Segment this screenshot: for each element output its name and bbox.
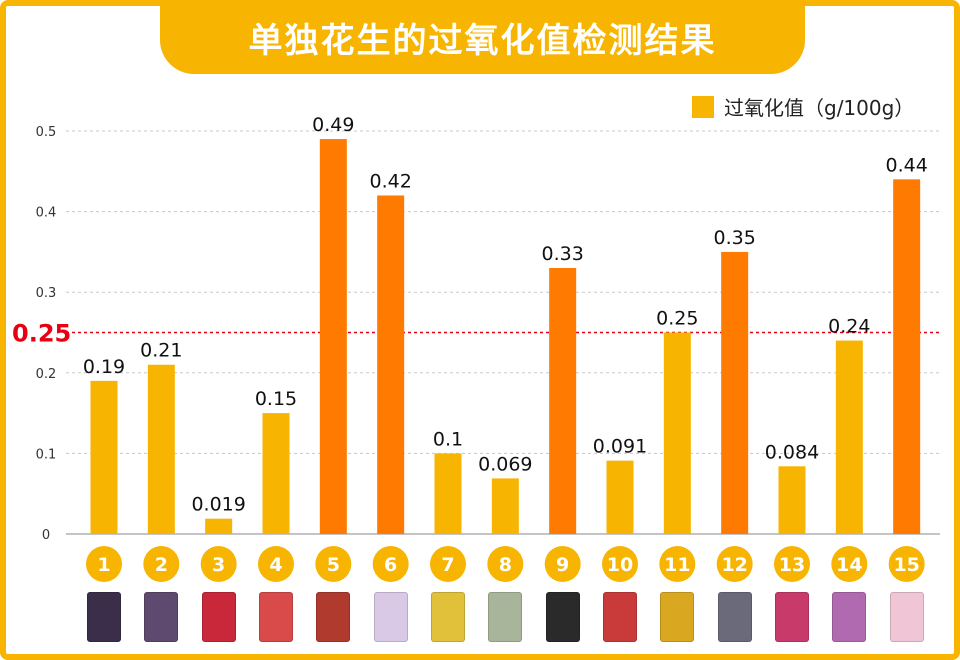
data-label: 0.084 — [765, 441, 819, 463]
bar — [147, 364, 175, 534]
category-marker — [544, 546, 581, 582]
product-package-image — [832, 592, 867, 642]
category-marker — [315, 546, 352, 582]
product-package-image — [775, 592, 809, 642]
legend-swatch — [692, 95, 714, 118]
bar — [835, 340, 863, 534]
category-marker — [487, 546, 524, 582]
bar — [778, 466, 806, 534]
category-marker — [200, 546, 237, 582]
x-tick-label: 15 — [893, 554, 919, 576]
product-images-row — [0, 592, 960, 648]
bar — [90, 380, 118, 534]
bar — [663, 332, 691, 534]
data-label: 0.33 — [542, 243, 584, 265]
data-label: 0.44 — [886, 154, 928, 176]
legend: 过氧化值（g/100g） — [692, 92, 914, 121]
y-tick-label: 0.5 — [36, 125, 57, 140]
bar — [377, 195, 405, 535]
x-tick-label: 7 — [441, 554, 454, 576]
data-label: 0.069 — [478, 453, 532, 475]
data-label: 0.091 — [593, 436, 647, 458]
product-package-image — [660, 592, 695, 642]
x-tick-label: 14 — [836, 554, 862, 576]
product-package-image — [488, 592, 523, 642]
data-label: 0.1 — [433, 428, 463, 450]
x-tick-label: 9 — [556, 554, 569, 576]
legend-label: 过氧化值（g/100g） — [724, 96, 915, 120]
category-marker — [143, 546, 180, 582]
category-marker — [774, 546, 810, 582]
x-tick-label: 11 — [664, 554, 690, 576]
bar — [434, 453, 462, 534]
product-package-image — [431, 592, 465, 642]
bar — [893, 179, 921, 535]
product-package-image — [603, 592, 637, 642]
product-package-image — [201, 592, 236, 642]
bar — [262, 413, 290, 534]
category-marker — [86, 546, 122, 582]
data-label: 0.49 — [312, 114, 354, 136]
x-tick-label: 12 — [721, 554, 747, 576]
bar — [606, 460, 634, 534]
category-marker — [602, 546, 638, 582]
category-marker — [716, 546, 753, 582]
category-marker — [372, 546, 409, 582]
product-package-image — [717, 592, 752, 642]
y-tick-label: 0.4 — [36, 206, 57, 221]
category-marker — [831, 546, 868, 582]
bar — [319, 139, 347, 534]
x-tick-label: 13 — [779, 554, 805, 576]
chart-title: 单独花生的过氧化值检测结果 — [248, 20, 717, 61]
category-marker — [659, 546, 696, 582]
category-marker — [888, 546, 925, 582]
product-package-image — [144, 592, 179, 642]
x-tick-label: 4 — [269, 554, 282, 576]
category-marker — [430, 546, 466, 582]
threshold-label: 0.25 — [12, 320, 71, 348]
product-package-image — [87, 592, 121, 642]
x-tick-label: 1 — [97, 554, 110, 576]
y-tick-label: 0.2 — [36, 367, 57, 382]
category-marker — [258, 546, 294, 582]
product-package-image — [545, 592, 580, 642]
data-label: 0.019 — [191, 494, 245, 516]
data-label: 0.25 — [656, 308, 698, 330]
x-tick-label: 2 — [155, 554, 168, 576]
product-package-image — [259, 592, 293, 642]
data-label: 0.35 — [714, 227, 756, 249]
x-tick-label: 8 — [499, 554, 512, 576]
data-label: 0.19 — [83, 356, 125, 378]
data-label: 0.15 — [255, 388, 297, 410]
title-banner: 单独花生的过氧化值检测结果 — [160, 0, 805, 74]
data-label: 0.21 — [140, 340, 182, 362]
x-tick-label: 10 — [607, 554, 633, 576]
y-tick-label: 0 — [42, 528, 50, 543]
x-tick-label: 5 — [327, 554, 340, 576]
bar — [205, 518, 233, 534]
bar — [721, 251, 749, 534]
data-label: 0.42 — [370, 170, 412, 192]
product-package-image — [316, 592, 351, 642]
data-label: 0.24 — [828, 316, 870, 338]
bar — [491, 478, 519, 534]
product-package-image — [889, 592, 924, 642]
bar — [549, 268, 577, 534]
product-package-image — [373, 592, 408, 642]
y-tick-label: 0.3 — [36, 286, 57, 301]
x-tick-label: 6 — [384, 554, 397, 576]
y-tick-label: 0.1 — [36, 447, 57, 462]
x-tick-label: 3 — [212, 554, 225, 576]
